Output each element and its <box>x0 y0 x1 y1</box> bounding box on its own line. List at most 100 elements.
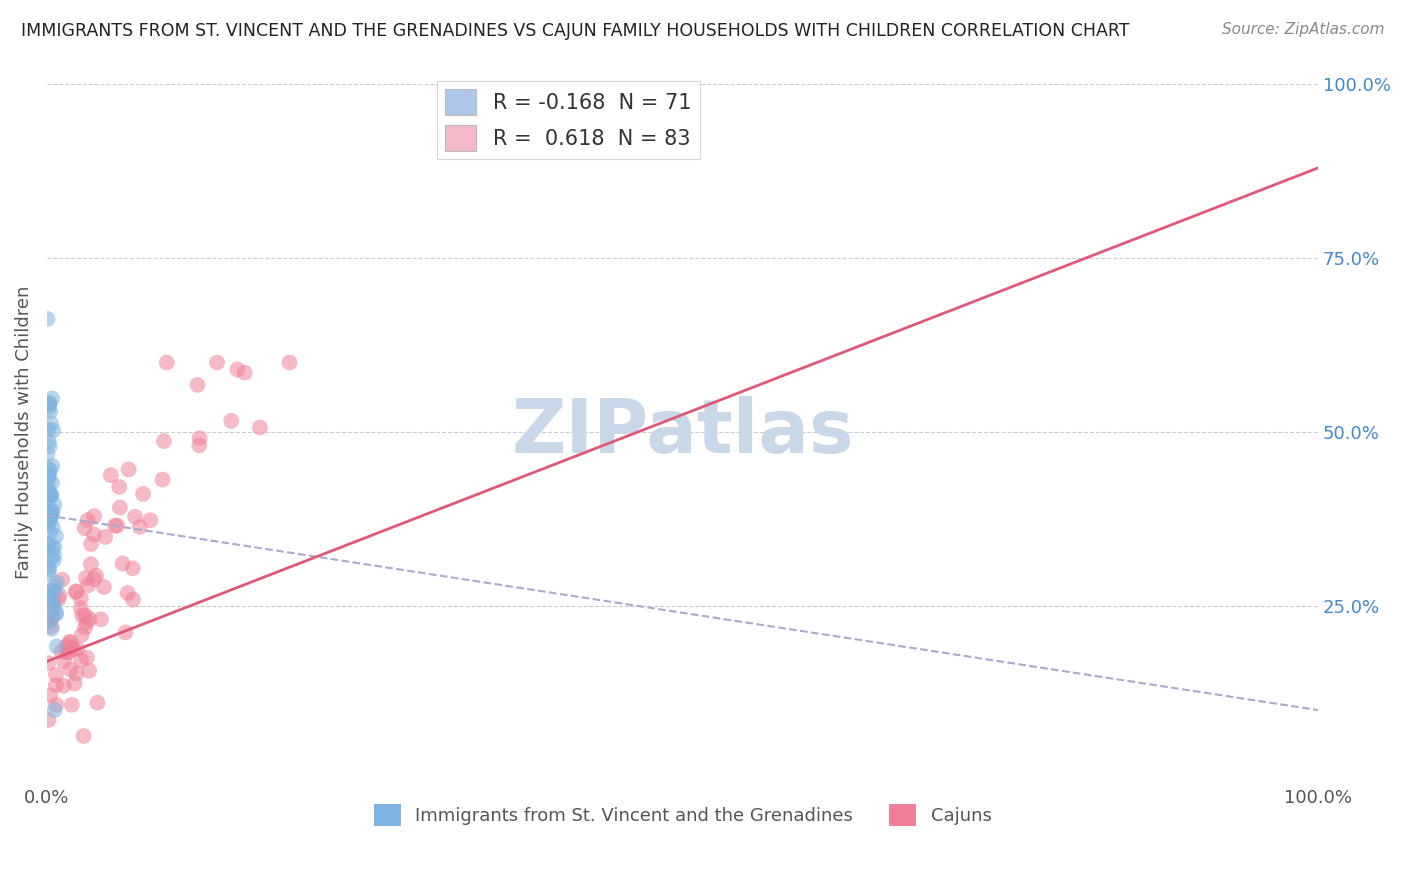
Point <box>41 583 63 598</box>
Point <box>37 423 59 437</box>
Point <box>37 470 59 484</box>
Point <box>45 606 67 620</box>
Point <box>38 439 60 453</box>
Point <box>76 513 98 527</box>
Point <box>41 611 63 625</box>
Point <box>83 527 105 541</box>
Point <box>42 599 65 614</box>
Point <box>80 558 103 572</box>
Point <box>233 366 256 380</box>
Point <box>39 525 62 540</box>
Point <box>73 521 96 535</box>
Point <box>44 584 66 599</box>
Point <box>41 392 63 406</box>
Point <box>39 417 62 431</box>
Point <box>37 591 59 606</box>
Legend: Immigrants from St. Vincent and the Grenadines, Cajuns: Immigrants from St. Vincent and the Gren… <box>367 797 998 833</box>
Point <box>38 467 60 482</box>
Point <box>38 537 60 551</box>
Point <box>41 507 63 521</box>
Point <box>59 662 82 676</box>
Point <box>52 654 75 668</box>
Point <box>188 438 211 452</box>
Point <box>139 513 162 527</box>
Point <box>45 575 67 590</box>
Point <box>37 513 59 527</box>
Point <box>39 592 62 607</box>
Point <box>38 397 60 411</box>
Point <box>38 563 60 577</box>
Point <box>42 598 65 612</box>
Point <box>108 480 131 494</box>
Point <box>37 468 59 483</box>
Point <box>44 580 66 594</box>
Point <box>75 615 97 630</box>
Point <box>39 509 62 524</box>
Point <box>38 401 60 415</box>
Point <box>100 468 122 483</box>
Point <box>75 608 97 623</box>
Point <box>38 397 60 411</box>
Point <box>114 625 136 640</box>
Y-axis label: Family Households with Children: Family Households with Children <box>15 285 32 579</box>
Point <box>37 656 59 670</box>
Point <box>39 514 62 528</box>
Point <box>41 458 63 473</box>
Point <box>205 355 228 369</box>
Point <box>41 622 63 636</box>
Point <box>70 608 93 623</box>
Point <box>221 414 243 428</box>
Point <box>38 434 60 449</box>
Point <box>41 504 63 518</box>
Point <box>38 512 60 526</box>
Point <box>39 489 62 503</box>
Point <box>39 404 62 418</box>
Point <box>45 678 67 692</box>
Point <box>42 553 65 567</box>
Point <box>52 679 75 693</box>
Point <box>76 650 98 665</box>
Point <box>77 664 100 678</box>
Point <box>93 580 115 594</box>
Point <box>45 607 67 622</box>
Point <box>38 486 60 500</box>
Point <box>44 540 66 554</box>
Point <box>105 518 128 533</box>
Point <box>37 566 59 581</box>
Point <box>38 396 60 410</box>
Point <box>77 578 100 592</box>
Text: Source: ZipAtlas.com: Source: ZipAtlas.com <box>1222 22 1385 37</box>
Point <box>45 698 67 712</box>
Point <box>156 355 179 369</box>
Point <box>63 676 86 690</box>
Point <box>83 509 105 524</box>
Point <box>58 645 80 659</box>
Point <box>79 612 101 626</box>
Point <box>70 628 93 642</box>
Point <box>80 537 103 551</box>
Point <box>66 642 89 657</box>
Point <box>39 505 62 519</box>
Point <box>59 635 82 649</box>
Point <box>249 420 271 434</box>
Point <box>117 586 139 600</box>
Point <box>84 568 107 582</box>
Point <box>41 475 63 490</box>
Point <box>37 483 59 498</box>
Point <box>132 487 155 501</box>
Point <box>94 530 117 544</box>
Point <box>188 431 211 445</box>
Point <box>38 483 60 498</box>
Point <box>86 696 108 710</box>
Point <box>56 646 79 660</box>
Point <box>37 507 59 521</box>
Point <box>37 491 59 505</box>
Point <box>83 572 105 586</box>
Point <box>37 537 59 551</box>
Point <box>65 666 87 681</box>
Text: ZIPatlas: ZIPatlas <box>512 395 853 468</box>
Point <box>45 640 67 654</box>
Point <box>70 601 93 615</box>
Point <box>37 466 59 480</box>
Point <box>90 612 112 626</box>
